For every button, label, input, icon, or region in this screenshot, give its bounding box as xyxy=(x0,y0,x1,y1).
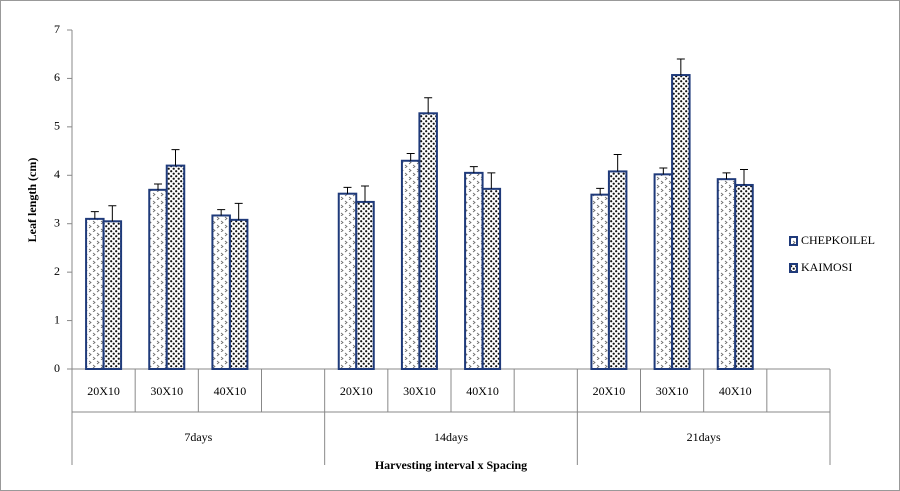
bar xyxy=(85,217,105,370)
bar xyxy=(464,171,484,370)
bar xyxy=(716,178,737,370)
group-label: 21days xyxy=(687,430,721,444)
x-tick-label: 40X10 xyxy=(466,384,499,398)
legend-swatch xyxy=(789,263,798,273)
error-bar xyxy=(343,186,352,194)
bar xyxy=(355,200,375,370)
bar xyxy=(481,187,502,370)
error-bar xyxy=(469,166,478,173)
error-bar xyxy=(217,209,226,216)
bar xyxy=(165,164,186,370)
legend-swatch xyxy=(789,236,798,246)
x-tick-label: 40X10 xyxy=(214,384,247,398)
error-bar xyxy=(361,185,369,202)
error-bar xyxy=(154,183,162,190)
bar xyxy=(211,214,231,370)
legend-label: KAIMOSI xyxy=(801,260,852,274)
error-bar xyxy=(406,152,415,161)
bar xyxy=(228,218,249,370)
bar xyxy=(590,193,610,370)
y-tick-label: 6 xyxy=(54,70,60,84)
group-label: 14days xyxy=(434,430,468,444)
bar xyxy=(337,192,358,370)
error-bar xyxy=(659,167,668,175)
y-tick-label: 1 xyxy=(54,312,60,326)
error-bar xyxy=(108,205,117,222)
bar xyxy=(400,159,421,370)
error-bar xyxy=(676,58,685,76)
x-tick-label: 20X10 xyxy=(87,384,120,398)
bar xyxy=(671,74,691,370)
bar xyxy=(653,173,674,370)
x-axis-title: Harvesting interval x Spacing xyxy=(375,458,527,472)
y-tick-label: 0 xyxy=(54,361,60,375)
bar xyxy=(148,188,168,370)
legend-label: CHEPKOILEL xyxy=(801,233,875,247)
error-bar xyxy=(171,149,180,166)
y-axis-title: Leaf length (cm) xyxy=(25,158,39,243)
x-tick-label: 30X10 xyxy=(150,384,183,398)
bar xyxy=(418,112,438,370)
x-tick-label: 30X10 xyxy=(403,384,436,398)
y-tick-label: 4 xyxy=(54,167,60,181)
error-bar xyxy=(487,172,496,189)
bar xyxy=(102,220,123,370)
y-tick-label: 3 xyxy=(54,215,60,229)
bar xyxy=(734,183,754,370)
bar xyxy=(607,170,628,370)
error-bar xyxy=(90,211,99,219)
y-tick-label: 5 xyxy=(54,119,60,133)
x-tick-label: 40X10 xyxy=(719,384,752,398)
x-tick-label: 20X10 xyxy=(593,384,626,398)
x-tick-label: 20X10 xyxy=(340,384,373,398)
error-bar xyxy=(424,97,433,114)
error-bar xyxy=(613,153,622,172)
group-label: 7days xyxy=(184,430,212,444)
x-tick-label: 30X10 xyxy=(656,384,689,398)
error-bar xyxy=(596,187,605,195)
error-bar xyxy=(234,202,243,220)
y-tick-label: 7 xyxy=(54,22,60,36)
error-bar xyxy=(722,172,731,180)
error-bar xyxy=(740,168,748,185)
y-tick-label: 2 xyxy=(54,264,60,278)
